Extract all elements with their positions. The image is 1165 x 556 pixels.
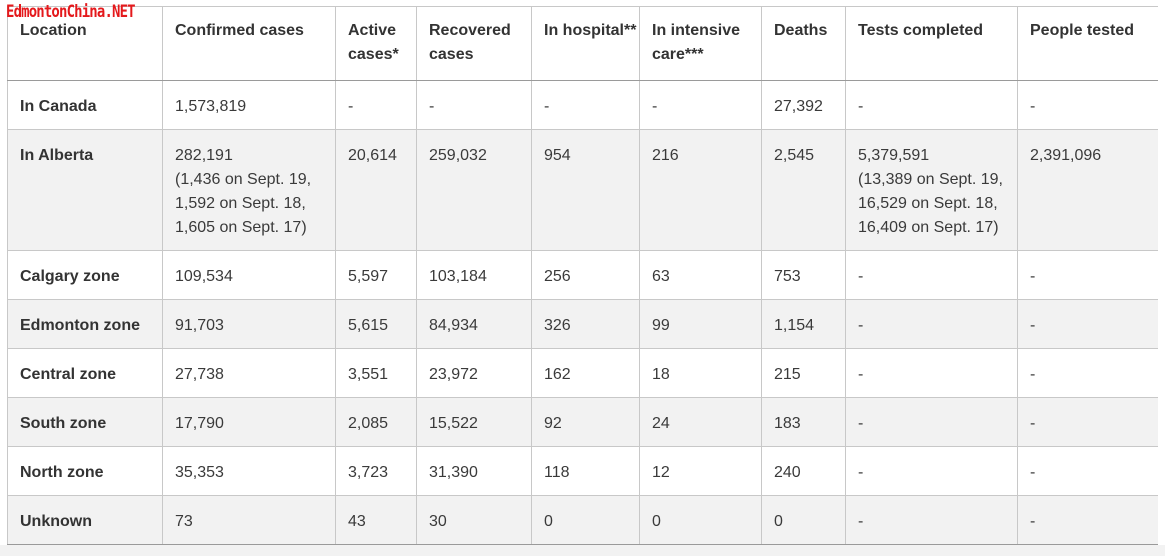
column-header: Recovered cases: [416, 6, 532, 81]
header-row: Location Confirmed cases Active cases* Reco…: [7, 6, 1158, 81]
table-cell: -: [1017, 495, 1158, 545]
table-cell: 35,353: [162, 446, 336, 496]
table-row: Unknown 73 43 30 0 0 0- -: [7, 495, 1158, 545]
table-cell: 216: [639, 129, 762, 251]
table-cell: 27,738: [162, 348, 336, 398]
table-cell: -: [531, 80, 640, 130]
column-header: In hospital**: [531, 6, 640, 81]
table-cell: 326: [531, 299, 640, 349]
table-cell: 5,597: [335, 250, 417, 300]
table-cell: -: [1017, 446, 1158, 496]
table-cell: 0: [639, 495, 762, 545]
column-header: Active cases*: [335, 6, 417, 81]
table-cell: -: [845, 495, 1018, 545]
table-row: Central zone 27,738 3,551 23,972 162 18 215- -: [7, 348, 1158, 398]
table-cell: -: [845, 80, 1018, 130]
table-cell: 282,191 (1,436 on Sept. 19, 1,592 on Sep…: [162, 129, 336, 251]
table-cell: -: [1017, 348, 1158, 398]
table-cell: 2,391,096: [1017, 129, 1158, 251]
table-row: In Alberta 282,191 (1,436 on Sept. 19, 1,…: [7, 129, 1158, 251]
table-cell: -: [845, 299, 1018, 349]
column-header: People tested: [1017, 6, 1158, 81]
row-location-label: In Canada: [7, 80, 163, 130]
table-cell: 109,534: [162, 250, 336, 300]
table-cell: 256: [531, 250, 640, 300]
table-header: Location Confirmed cases Active cases* Reco…: [7, 6, 1158, 81]
table-cell: 27,392: [761, 80, 846, 130]
table-cell: 1,573,819: [162, 80, 336, 130]
covid-stats-table: Location Confirmed cases Active cases* Reco…: [7, 6, 1158, 545]
table-cell: 63: [639, 250, 762, 300]
table-cell: 5,615: [335, 299, 417, 349]
table-cell: 118: [531, 446, 640, 496]
table-cell: -: [416, 80, 532, 130]
table-cell: 2,085: [335, 397, 417, 447]
column-header: Location: [7, 6, 163, 81]
table-cell: 12: [639, 446, 762, 496]
table-cell: -: [845, 348, 1018, 398]
row-location-label: Unknown: [7, 495, 163, 545]
bottom-strip: [0, 545, 1165, 556]
table-cell: 20,614: [335, 129, 417, 251]
table-cell: -: [1017, 80, 1158, 130]
row-location-label: Central zone: [7, 348, 163, 398]
table-cell: 3,551: [335, 348, 417, 398]
table-cell: -: [845, 397, 1018, 447]
row-location-label: North zone: [7, 446, 163, 496]
table-cell: 0: [761, 495, 846, 545]
table-row: North zone 35,353 3,723 31,390 118 12 240- -: [7, 446, 1158, 496]
column-header: In intensive care***: [639, 6, 762, 81]
table-cell: 0: [531, 495, 640, 545]
table-cell: 1,154: [761, 299, 846, 349]
row-location-label: Edmonton zone: [7, 299, 163, 349]
table-cell: 183: [761, 397, 846, 447]
table-row: Edmonton zone 91,703 5,615 84,934 326 99 1,154…: [7, 299, 1158, 349]
table-cell: 31,390: [416, 446, 532, 496]
table-body: In Canada 1,573,819- - - -27,392- - In Alberta…: [7, 80, 1158, 545]
table-cell: 5,379,591 (13,389 on Sept. 19, 16,529 on…: [845, 129, 1018, 251]
table-row: In Canada 1,573,819- - - -27,392- -: [7, 80, 1158, 130]
table-cell: 103,184: [416, 250, 532, 300]
table-cell: 43: [335, 495, 417, 545]
table-cell: 15,522: [416, 397, 532, 447]
row-location-label: South zone: [7, 397, 163, 447]
table-cell: 18: [639, 348, 762, 398]
table-cell: 162: [531, 348, 640, 398]
table-cell: 2,545: [761, 129, 846, 251]
table-row: South zone 17,790 2,085 15,522 92 24 183- -: [7, 397, 1158, 447]
table-cell: -: [335, 80, 417, 130]
table-cell: 73: [162, 495, 336, 545]
table-cell: 24: [639, 397, 762, 447]
table-cell: 92: [531, 397, 640, 447]
watermark-logo: EdmontonChina.NET: [6, 2, 136, 22]
table-cell: 30: [416, 495, 532, 545]
table-cell: 753: [761, 250, 846, 300]
table-cell: -: [845, 250, 1018, 300]
row-location-label: Calgary zone: [7, 250, 163, 300]
table-cell: 954: [531, 129, 640, 251]
table-cell: 17,790: [162, 397, 336, 447]
table-cell: -: [1017, 397, 1158, 447]
table-cell: -: [1017, 250, 1158, 300]
table-cell: -: [845, 446, 1018, 496]
table-cell: -: [1017, 299, 1158, 349]
table-cell: 84,934: [416, 299, 532, 349]
table-row: Calgary zone 109,534 5,597 103,184 256 63 753-…: [7, 250, 1158, 300]
column-header: Deaths: [761, 6, 846, 81]
table-cell: 240: [761, 446, 846, 496]
table-cell: 259,032: [416, 129, 532, 251]
table-cell: 23,972: [416, 348, 532, 398]
column-header: Tests completed: [845, 6, 1018, 81]
row-location-label: In Alberta: [7, 129, 163, 251]
column-header: Confirmed cases: [162, 6, 336, 81]
table-cell: 3,723: [335, 446, 417, 496]
table-cell: 99: [639, 299, 762, 349]
table-cell: 215: [761, 348, 846, 398]
table-cell: 91,703: [162, 299, 336, 349]
table-cell: -: [639, 80, 762, 130]
